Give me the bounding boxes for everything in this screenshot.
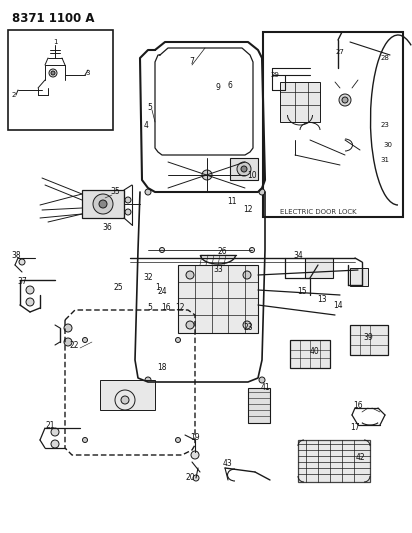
Text: ELECTRIC DOOR LOCK: ELECTRIC DOOR LOCK bbox=[280, 209, 357, 215]
Text: 14: 14 bbox=[333, 301, 343, 310]
Circle shape bbox=[186, 321, 194, 329]
Text: 11: 11 bbox=[227, 198, 237, 206]
Circle shape bbox=[186, 271, 194, 279]
Text: 22: 22 bbox=[69, 341, 79, 350]
Text: 12: 12 bbox=[175, 303, 185, 312]
Text: 9: 9 bbox=[215, 84, 220, 93]
Text: 42: 42 bbox=[355, 454, 365, 463]
Text: 8371 1100 A: 8371 1100 A bbox=[12, 12, 94, 25]
Text: 35: 35 bbox=[110, 188, 120, 197]
Text: 27: 27 bbox=[335, 49, 344, 55]
Text: 20: 20 bbox=[185, 473, 195, 482]
Text: 19: 19 bbox=[190, 433, 200, 442]
Text: 21: 21 bbox=[45, 421, 55, 430]
Text: 1: 1 bbox=[53, 39, 57, 45]
Text: 40: 40 bbox=[310, 348, 320, 357]
Circle shape bbox=[259, 377, 265, 383]
Text: 2: 2 bbox=[12, 92, 16, 98]
Text: 6: 6 bbox=[227, 82, 232, 91]
Text: 18: 18 bbox=[157, 364, 167, 373]
Circle shape bbox=[26, 298, 34, 306]
Text: 4: 4 bbox=[143, 120, 148, 130]
Circle shape bbox=[159, 247, 164, 253]
Circle shape bbox=[49, 69, 57, 77]
Text: 3: 3 bbox=[86, 70, 90, 76]
Text: 15: 15 bbox=[297, 287, 307, 296]
Text: 29: 29 bbox=[271, 72, 279, 78]
Text: 23: 23 bbox=[381, 122, 389, 128]
Bar bbox=[230, 158, 258, 180]
Circle shape bbox=[202, 170, 212, 180]
Text: 7: 7 bbox=[190, 58, 194, 67]
Circle shape bbox=[342, 97, 348, 103]
Bar bbox=[263, 32, 403, 217]
Circle shape bbox=[237, 162, 251, 176]
Circle shape bbox=[125, 209, 131, 215]
Circle shape bbox=[243, 321, 251, 329]
Text: 17: 17 bbox=[350, 423, 360, 432]
Circle shape bbox=[51, 71, 55, 75]
Text: 13: 13 bbox=[317, 295, 327, 304]
Circle shape bbox=[339, 94, 351, 106]
Text: 28: 28 bbox=[381, 55, 389, 61]
Bar bbox=[350, 325, 388, 355]
Circle shape bbox=[99, 200, 107, 208]
Text: 10: 10 bbox=[247, 171, 257, 180]
Circle shape bbox=[82, 438, 87, 442]
Bar bbox=[100, 380, 155, 410]
Text: 5: 5 bbox=[147, 103, 152, 112]
Text: 16: 16 bbox=[353, 401, 363, 410]
Circle shape bbox=[26, 286, 34, 294]
Text: 1: 1 bbox=[156, 284, 160, 293]
Bar bbox=[305, 258, 333, 278]
Bar bbox=[248, 388, 270, 423]
Text: 32: 32 bbox=[143, 273, 153, 282]
Text: 5: 5 bbox=[147, 303, 152, 312]
Circle shape bbox=[51, 428, 59, 436]
Circle shape bbox=[193, 475, 199, 481]
Circle shape bbox=[176, 337, 180, 343]
Text: 16: 16 bbox=[161, 303, 171, 312]
Text: 30: 30 bbox=[384, 142, 393, 148]
Text: 43: 43 bbox=[223, 458, 233, 467]
Circle shape bbox=[51, 440, 59, 448]
Circle shape bbox=[64, 338, 72, 346]
Bar bbox=[82, 190, 124, 218]
Circle shape bbox=[121, 396, 129, 404]
Circle shape bbox=[243, 271, 251, 279]
Circle shape bbox=[250, 247, 255, 253]
Bar bbox=[280, 82, 320, 122]
Bar bbox=[290, 340, 330, 368]
Circle shape bbox=[176, 438, 180, 442]
Text: 31: 31 bbox=[381, 157, 389, 163]
Circle shape bbox=[145, 377, 151, 383]
Circle shape bbox=[145, 189, 151, 195]
Circle shape bbox=[64, 324, 72, 332]
Text: 26: 26 bbox=[217, 247, 227, 256]
Bar bbox=[8, 30, 113, 130]
Circle shape bbox=[191, 451, 199, 459]
Bar bbox=[178, 265, 258, 333]
Text: 25: 25 bbox=[113, 284, 123, 293]
Text: 12: 12 bbox=[243, 206, 253, 214]
Circle shape bbox=[19, 259, 25, 265]
Text: 37: 37 bbox=[17, 278, 27, 287]
Circle shape bbox=[115, 390, 135, 410]
Text: 34: 34 bbox=[293, 251, 303, 260]
Text: 24: 24 bbox=[157, 287, 167, 296]
Bar bbox=[298, 440, 370, 482]
Text: 38: 38 bbox=[11, 252, 21, 261]
Circle shape bbox=[241, 166, 247, 172]
Text: 23: 23 bbox=[243, 324, 253, 333]
Circle shape bbox=[82, 337, 87, 343]
Circle shape bbox=[125, 197, 131, 203]
Circle shape bbox=[93, 194, 113, 214]
Text: 41: 41 bbox=[260, 384, 270, 392]
Text: 39: 39 bbox=[363, 334, 373, 343]
Text: 36: 36 bbox=[102, 223, 112, 232]
Bar bbox=[350, 268, 368, 286]
Text: 33: 33 bbox=[213, 265, 223, 274]
Circle shape bbox=[259, 189, 265, 195]
